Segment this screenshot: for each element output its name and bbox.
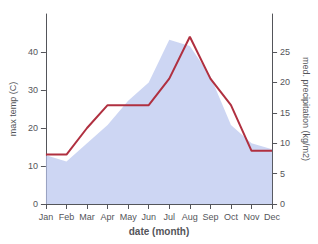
svg-text:Apr: Apr	[101, 212, 115, 222]
svg-text:20: 20	[280, 77, 290, 87]
svg-text:0: 0	[280, 199, 285, 209]
svg-text:10: 10	[28, 161, 38, 171]
svg-text:max temp (C): max temp (C)	[8, 82, 18, 137]
svg-text:Jul: Jul	[164, 212, 176, 222]
svg-text:20: 20	[28, 123, 38, 133]
svg-text:15: 15	[280, 108, 290, 118]
svg-text:5: 5	[280, 169, 285, 179]
svg-text:10: 10	[280, 138, 290, 148]
svg-text:med. precipitation (kg/m2): med. precipitation (kg/m2)	[301, 57, 311, 161]
svg-text:40: 40	[28, 47, 38, 57]
svg-text:30: 30	[28, 85, 38, 95]
svg-text:date (month): date (month)	[129, 226, 190, 237]
svg-text:Aug: Aug	[182, 212, 198, 222]
svg-text:Jan: Jan	[39, 212, 54, 222]
svg-text:25: 25	[280, 47, 290, 57]
svg-text:May: May	[120, 212, 138, 222]
svg-text:Jun: Jun	[141, 212, 156, 222]
svg-text:Oct: Oct	[224, 212, 239, 222]
svg-text:0: 0	[33, 199, 38, 209]
svg-text:Nov: Nov	[244, 212, 261, 222]
svg-text:Dec: Dec	[264, 212, 281, 222]
svg-text:Mar: Mar	[79, 212, 95, 222]
svg-text:Sep: Sep	[202, 212, 218, 222]
svg-text:Feb: Feb	[59, 212, 75, 222]
